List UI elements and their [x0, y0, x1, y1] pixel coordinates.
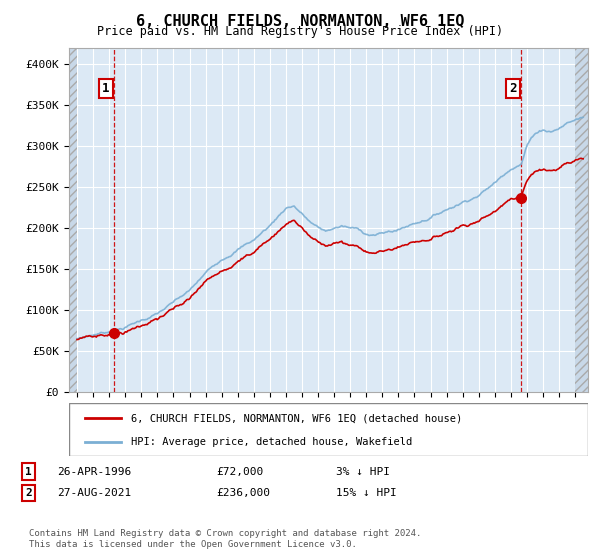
Text: 26-APR-1996: 26-APR-1996: [57, 466, 131, 477]
Text: 1: 1: [102, 82, 110, 95]
Text: Price paid vs. HM Land Registry's House Price Index (HPI): Price paid vs. HM Land Registry's House …: [97, 25, 503, 38]
Text: 27-AUG-2021: 27-AUG-2021: [57, 488, 131, 498]
Text: 1: 1: [25, 466, 32, 477]
Text: 6, CHURCH FIELDS, NORMANTON, WF6 1EQ: 6, CHURCH FIELDS, NORMANTON, WF6 1EQ: [136, 14, 464, 29]
Text: Contains HM Land Registry data © Crown copyright and database right 2024.
This d: Contains HM Land Registry data © Crown c…: [29, 529, 421, 549]
Text: HPI: Average price, detached house, Wakefield: HPI: Average price, detached house, Wake…: [131, 436, 413, 446]
Text: 6, CHURCH FIELDS, NORMANTON, WF6 1EQ (detached house): 6, CHURCH FIELDS, NORMANTON, WF6 1EQ (de…: [131, 413, 463, 423]
Text: 2: 2: [509, 82, 517, 95]
Bar: [69, 48, 77, 392]
Text: £236,000: £236,000: [216, 488, 270, 498]
Text: 2: 2: [25, 488, 32, 498]
Text: 15% ↓ HPI: 15% ↓ HPI: [336, 488, 397, 498]
Text: 3% ↓ HPI: 3% ↓ HPI: [336, 466, 390, 477]
FancyBboxPatch shape: [69, 403, 588, 456]
Text: £72,000: £72,000: [216, 466, 263, 477]
Bar: [575, 48, 588, 392]
